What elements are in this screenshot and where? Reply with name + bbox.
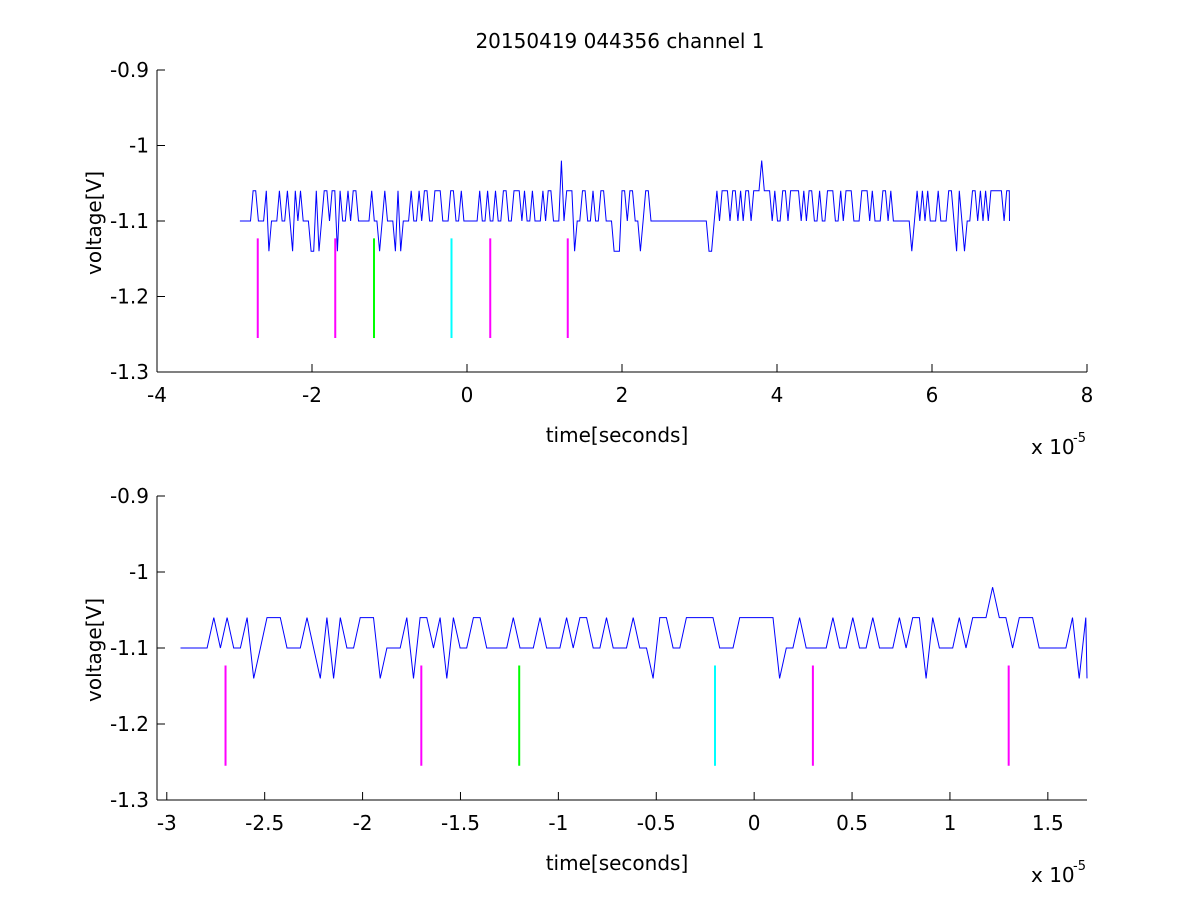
x-tick-label: -2 [302, 383, 322, 407]
y-tick-label: -1.1 [110, 636, 149, 660]
x-tick-label: 8 [1081, 383, 1094, 407]
x-tick-label: -1.5 [441, 811, 480, 835]
signal-trace [239, 160, 1010, 252]
x-tick-label: -4 [147, 383, 167, 407]
y-axis-label: voltage[V] [82, 171, 106, 275]
y-tick-label: -1.1 [110, 209, 149, 233]
signal-trace [180, 587, 1088, 679]
y-tick-label: -1.3 [110, 788, 149, 812]
y-tick-label: -1 [129, 560, 149, 584]
figure-title: 20150419 044356 channel 1 [475, 29, 764, 53]
y-tick-label: -1.2 [110, 712, 149, 736]
x-tick-label: 0 [748, 811, 761, 835]
y-tick-label: -0.9 [110, 58, 149, 82]
bottom-plot: -1.3 -1.2 -1.1 -1 -0.9 -3 -2.5 -2 -1.5 -1 -0.5 0 0.5… [82, 484, 1088, 887]
x-tick-label: 4 [771, 383, 784, 407]
y-tick-label: -0.9 [110, 484, 149, 508]
y-tick-label: -1.3 [110, 360, 149, 384]
x-tick-label: -1 [548, 811, 568, 835]
x-tick-label: -2 [353, 811, 373, 835]
x-tick-label: -0.5 [637, 811, 676, 835]
x-multiplier-exponent: -5 [1073, 431, 1086, 446]
y-axis-label: voltage[V] [82, 598, 106, 702]
x-tick-label: 1 [944, 811, 957, 835]
x-axis-label: time[seconds] [546, 851, 689, 875]
x-tick-label: 2 [616, 383, 629, 407]
x-axis-label: time[seconds] [546, 423, 689, 447]
x-multiplier-label: x 10 [1031, 863, 1075, 887]
x-multiplier-label: x 10 [1031, 435, 1075, 459]
y-tick-label: -1.2 [110, 285, 149, 309]
x-tick-label: 0 [461, 383, 474, 407]
x-multiplier-exponent: -5 [1073, 859, 1086, 874]
x-tick-label: -3 [157, 811, 177, 835]
x-tick-label: 6 [926, 383, 939, 407]
x-tick-label: -2.5 [245, 811, 284, 835]
x-tick-label: 1.5 [1032, 811, 1064, 835]
top-plot: -1.3 -1.2 -1.1 -1 -0.9 -4 -2 0 2 4 6 8 time[seconds]… [82, 58, 1093, 459]
y-tick-label: -1 [129, 134, 149, 158]
x-tick-label: 0.5 [836, 811, 868, 835]
